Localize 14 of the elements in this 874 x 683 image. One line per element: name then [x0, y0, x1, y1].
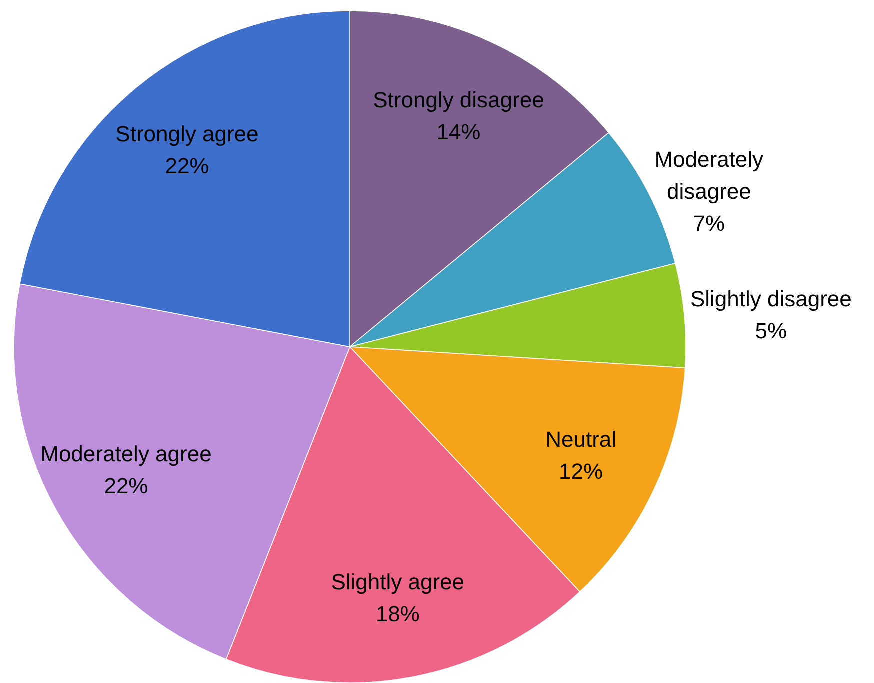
slice-label: Strongly agree: [116, 122, 259, 147]
slice-label: Strongly disagree: [373, 87, 544, 112]
data-label: 12%: [559, 459, 604, 484]
data-label: 7%: [693, 211, 726, 236]
slice-label: Slightly agree: [331, 569, 465, 594]
data-label: 22%: [165, 154, 210, 179]
slice-label: Moderately agree: [40, 442, 212, 467]
data-label: 22%: [104, 474, 148, 499]
data-label: 18%: [376, 601, 420, 626]
slice-label: Moderately disagree: [654, 147, 764, 204]
data-label: 5%: [755, 318, 788, 344]
slice-label: Neutral: [546, 427, 617, 452]
slice-label: Slightly disagree: [690, 286, 852, 312]
data-label: 14%: [436, 119, 481, 144]
